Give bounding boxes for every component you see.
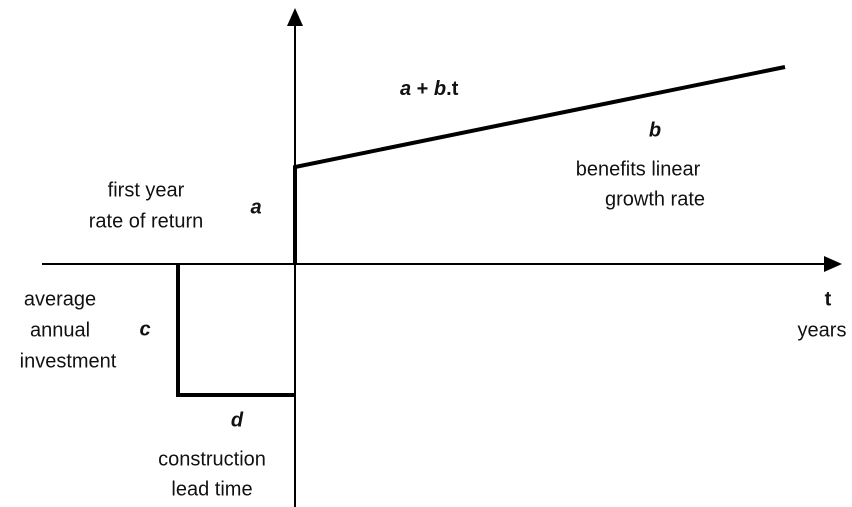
time-axis-unit: years (798, 319, 847, 341)
lead-time-label: d (231, 409, 244, 431)
intercept-description: rate of return (89, 210, 204, 232)
x-axis-arrow (824, 256, 842, 272)
y-axis-arrow (287, 8, 303, 26)
investment-description: average (24, 288, 96, 310)
formula: a + b.t (400, 78, 459, 100)
formula-part: .t (446, 78, 459, 100)
slope-description: benefits linear (576, 158, 701, 180)
investment-line (176, 264, 295, 397)
investment-description: investment (20, 350, 117, 372)
time-axis-label: t (825, 288, 832, 310)
lead-time-description: lead time (171, 478, 252, 500)
lead-time-description: construction (158, 448, 266, 470)
investment-label: c (139, 318, 150, 340)
intercept-description: first year (108, 179, 185, 201)
slope-label: b (649, 119, 661, 141)
formula-part: + (411, 78, 434, 100)
formula-part: a (400, 78, 411, 100)
investment-description: annual (30, 319, 90, 341)
formula-part: b (434, 78, 446, 100)
slope-description: growth rate (605, 188, 705, 210)
intercept-label: a (250, 196, 261, 218)
benefits-line (293, 65, 786, 264)
